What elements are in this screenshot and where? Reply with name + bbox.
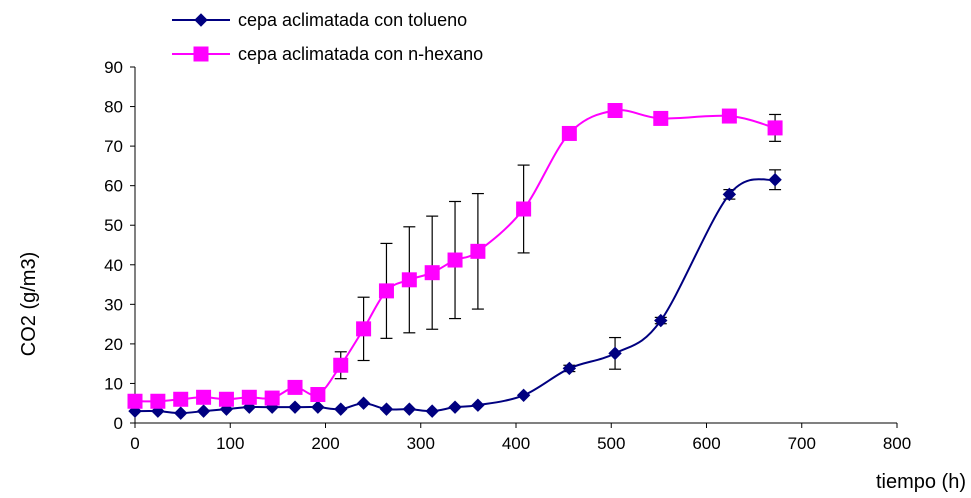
data-point bbox=[768, 173, 782, 187]
data-point bbox=[424, 265, 440, 281]
x-tick-label: 400 bbox=[502, 434, 530, 453]
data-point bbox=[264, 390, 280, 406]
data-point bbox=[173, 391, 189, 407]
data-point bbox=[150, 393, 166, 409]
data-point bbox=[218, 391, 234, 407]
legend-swatch-marker bbox=[194, 13, 208, 27]
data-point bbox=[722, 187, 737, 202]
y-tick-label: 30 bbox=[104, 295, 123, 314]
legend-item: cepa aclimatada con n-hexano bbox=[172, 44, 483, 64]
y-tick-label: 90 bbox=[104, 58, 123, 77]
data-point bbox=[721, 108, 737, 124]
y-tick-label: 70 bbox=[104, 137, 123, 156]
y-tick-label: 60 bbox=[104, 177, 123, 196]
y-tick-label: 20 bbox=[104, 335, 123, 354]
axes: 0 10 20 30 40 50 60 70 80 90 0 100 200 300 400 500 600 70… bbox=[104, 58, 911, 453]
data-point bbox=[174, 406, 188, 420]
data-point bbox=[378, 283, 394, 299]
y-tick-label: 40 bbox=[104, 256, 123, 275]
data-point bbox=[401, 272, 417, 288]
data-point bbox=[516, 201, 532, 217]
y-tick-label: 80 bbox=[104, 98, 123, 117]
data-point bbox=[241, 389, 257, 405]
y-tick-label: 10 bbox=[104, 374, 123, 393]
x-tick-label: 200 bbox=[311, 434, 339, 453]
data-point bbox=[516, 388, 531, 403]
x-tick-label: 700 bbox=[788, 434, 816, 453]
data-point bbox=[196, 404, 211, 418]
x-tick-label: 0 bbox=[130, 434, 139, 453]
data-point bbox=[334, 402, 348, 416]
data-point bbox=[333, 357, 349, 373]
legend-swatch-marker bbox=[193, 46, 209, 62]
y-tick-label: 50 bbox=[104, 216, 123, 235]
data-point bbox=[356, 321, 372, 337]
series-layer bbox=[127, 103, 783, 420]
x-tick-label: 100 bbox=[216, 434, 244, 453]
data-point bbox=[288, 400, 302, 414]
data-point bbox=[447, 252, 463, 268]
legend-item: cepa aclimatada con tolueno bbox=[172, 10, 467, 30]
data-point bbox=[562, 361, 577, 376]
legend-label: cepa aclimatada con n-hexano bbox=[238, 44, 483, 64]
data-point bbox=[654, 313, 668, 328]
data-point bbox=[470, 243, 486, 259]
x-tick-label: 800 bbox=[883, 434, 911, 453]
data-point bbox=[561, 125, 577, 141]
data-point bbox=[608, 346, 622, 361]
series-n-hexano bbox=[127, 103, 783, 409]
data-point bbox=[287, 379, 303, 395]
data-point bbox=[767, 120, 783, 136]
data-point bbox=[402, 402, 417, 416]
data-point bbox=[448, 400, 462, 414]
data-point bbox=[127, 393, 143, 409]
data-point bbox=[425, 404, 439, 418]
data-point bbox=[311, 400, 325, 414]
y-axis-title: CO2 (g/m3) bbox=[18, 252, 40, 356]
x-axis-title: tiempo (h) bbox=[876, 471, 966, 493]
x-tick-label: 500 bbox=[597, 434, 625, 453]
x-tick-label: 600 bbox=[692, 434, 720, 453]
series-line bbox=[134, 109, 776, 403]
x-tick-label: 300 bbox=[407, 434, 435, 453]
data-point bbox=[310, 387, 326, 403]
data-point bbox=[379, 402, 394, 416]
data-point bbox=[653, 110, 669, 126]
data-point bbox=[471, 398, 485, 412]
y-tick-label: 0 bbox=[114, 414, 123, 433]
data-point bbox=[607, 103, 623, 119]
data-point bbox=[356, 396, 371, 410]
series-tolueno bbox=[128, 169, 782, 420]
legend: cepa aclimatada con tolueno cepa aclimata… bbox=[172, 10, 483, 64]
legend-label: cepa aclimatada con tolueno bbox=[238, 10, 467, 30]
data-point bbox=[196, 389, 212, 405]
